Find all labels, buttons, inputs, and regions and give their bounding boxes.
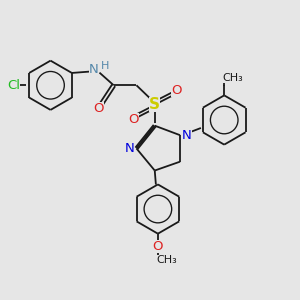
Text: N: N xyxy=(182,129,192,142)
Text: O: O xyxy=(128,113,139,126)
Text: CH₃: CH₃ xyxy=(223,73,243,83)
Text: CH₃: CH₃ xyxy=(156,255,177,265)
Text: O: O xyxy=(93,101,104,115)
Text: H: H xyxy=(101,61,109,71)
Text: O: O xyxy=(171,84,181,97)
Text: S: S xyxy=(149,97,160,112)
Text: Cl: Cl xyxy=(7,79,20,92)
Text: N: N xyxy=(89,63,99,76)
Text: O: O xyxy=(153,240,163,254)
Text: N: N xyxy=(124,142,134,155)
